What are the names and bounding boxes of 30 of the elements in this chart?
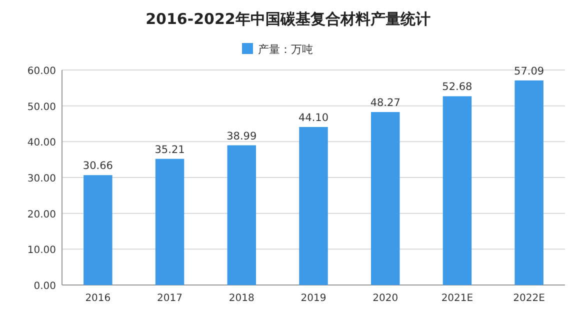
data-label: 38.99 xyxy=(226,130,257,142)
x-tick-label: 2021E xyxy=(441,293,474,304)
data-label: 30.66 xyxy=(82,160,114,172)
x-tick-label: 2020 xyxy=(372,293,398,304)
bar xyxy=(155,158,184,285)
legend-label: 产量：万吨 xyxy=(258,43,313,56)
bar xyxy=(370,112,400,285)
y-tick-label: 40.00 xyxy=(27,138,56,149)
data-label: 52.68 xyxy=(442,81,472,94)
bar xyxy=(514,80,544,285)
x-tick-label: 2019 xyxy=(300,293,326,304)
y-tick-label: 50.00 xyxy=(27,102,56,113)
data-label: 44.10 xyxy=(298,112,329,124)
chart-title: 2016-2022年中国碳基复合材料产量统计 xyxy=(146,10,430,28)
bar xyxy=(299,126,328,285)
bar xyxy=(442,96,472,285)
data-label: 57.09 xyxy=(514,65,544,78)
x-tick-label: 2017 xyxy=(157,293,183,304)
data-label: 35.21 xyxy=(154,144,185,156)
bar xyxy=(84,175,112,285)
x-tick-label: 2016 xyxy=(85,293,111,304)
bar xyxy=(227,145,256,285)
x-tick-label: 2022E xyxy=(513,293,545,304)
y-tick-label: 20.00 xyxy=(27,209,56,220)
x-tick-label: 2018 xyxy=(228,293,254,304)
data-label: 48.27 xyxy=(370,97,400,110)
y-tick-label: 30.00 xyxy=(27,174,56,184)
y-tick-label: 0.00 xyxy=(34,281,56,292)
y-tick-label: 60.00 xyxy=(27,66,56,77)
y-tick-label: 10.00 xyxy=(27,245,56,256)
